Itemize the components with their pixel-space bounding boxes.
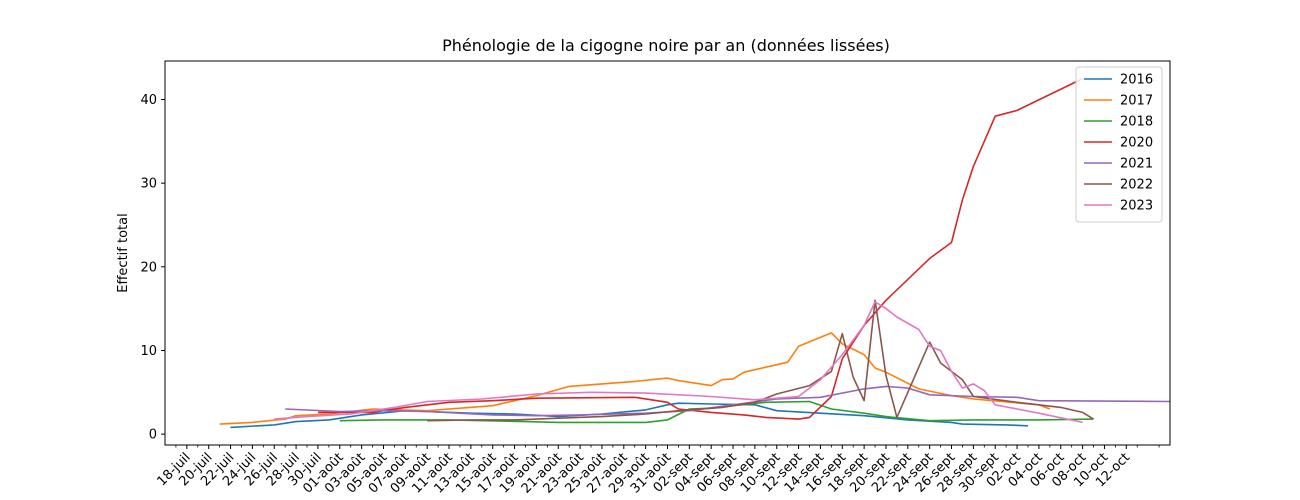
y-tick-label: 20 [140,260,157,275]
y-tick-label: 0 [149,428,157,443]
legend-label-2022: 2022 [1120,178,1153,193]
legend-label-2020: 2020 [1120,136,1153,151]
legend-label-2018: 2018 [1120,115,1153,130]
series-line-2022 [427,299,1094,422]
legend-label-2023: 2023 [1120,199,1153,214]
y-axis-label: Effectif total [116,213,131,292]
series-line-2020 [317,77,1083,420]
legend: 2016 2017 2018 2020 2021 2022 2023 [1075,66,1163,223]
legend-label-2017: 2017 [1120,94,1153,109]
y-tick-label: 30 [140,177,157,192]
series-layer [219,77,1171,429]
legend-label-2021: 2021 [1120,157,1153,172]
legend-label-2016: 2016 [1120,73,1153,88]
chart-title: Phénologie de la cigogne noire par an (d… [442,36,890,55]
y-tick-label: 40 [140,93,157,108]
y-tick-label: 10 [140,344,157,359]
series-line-2023 [274,301,1083,424]
